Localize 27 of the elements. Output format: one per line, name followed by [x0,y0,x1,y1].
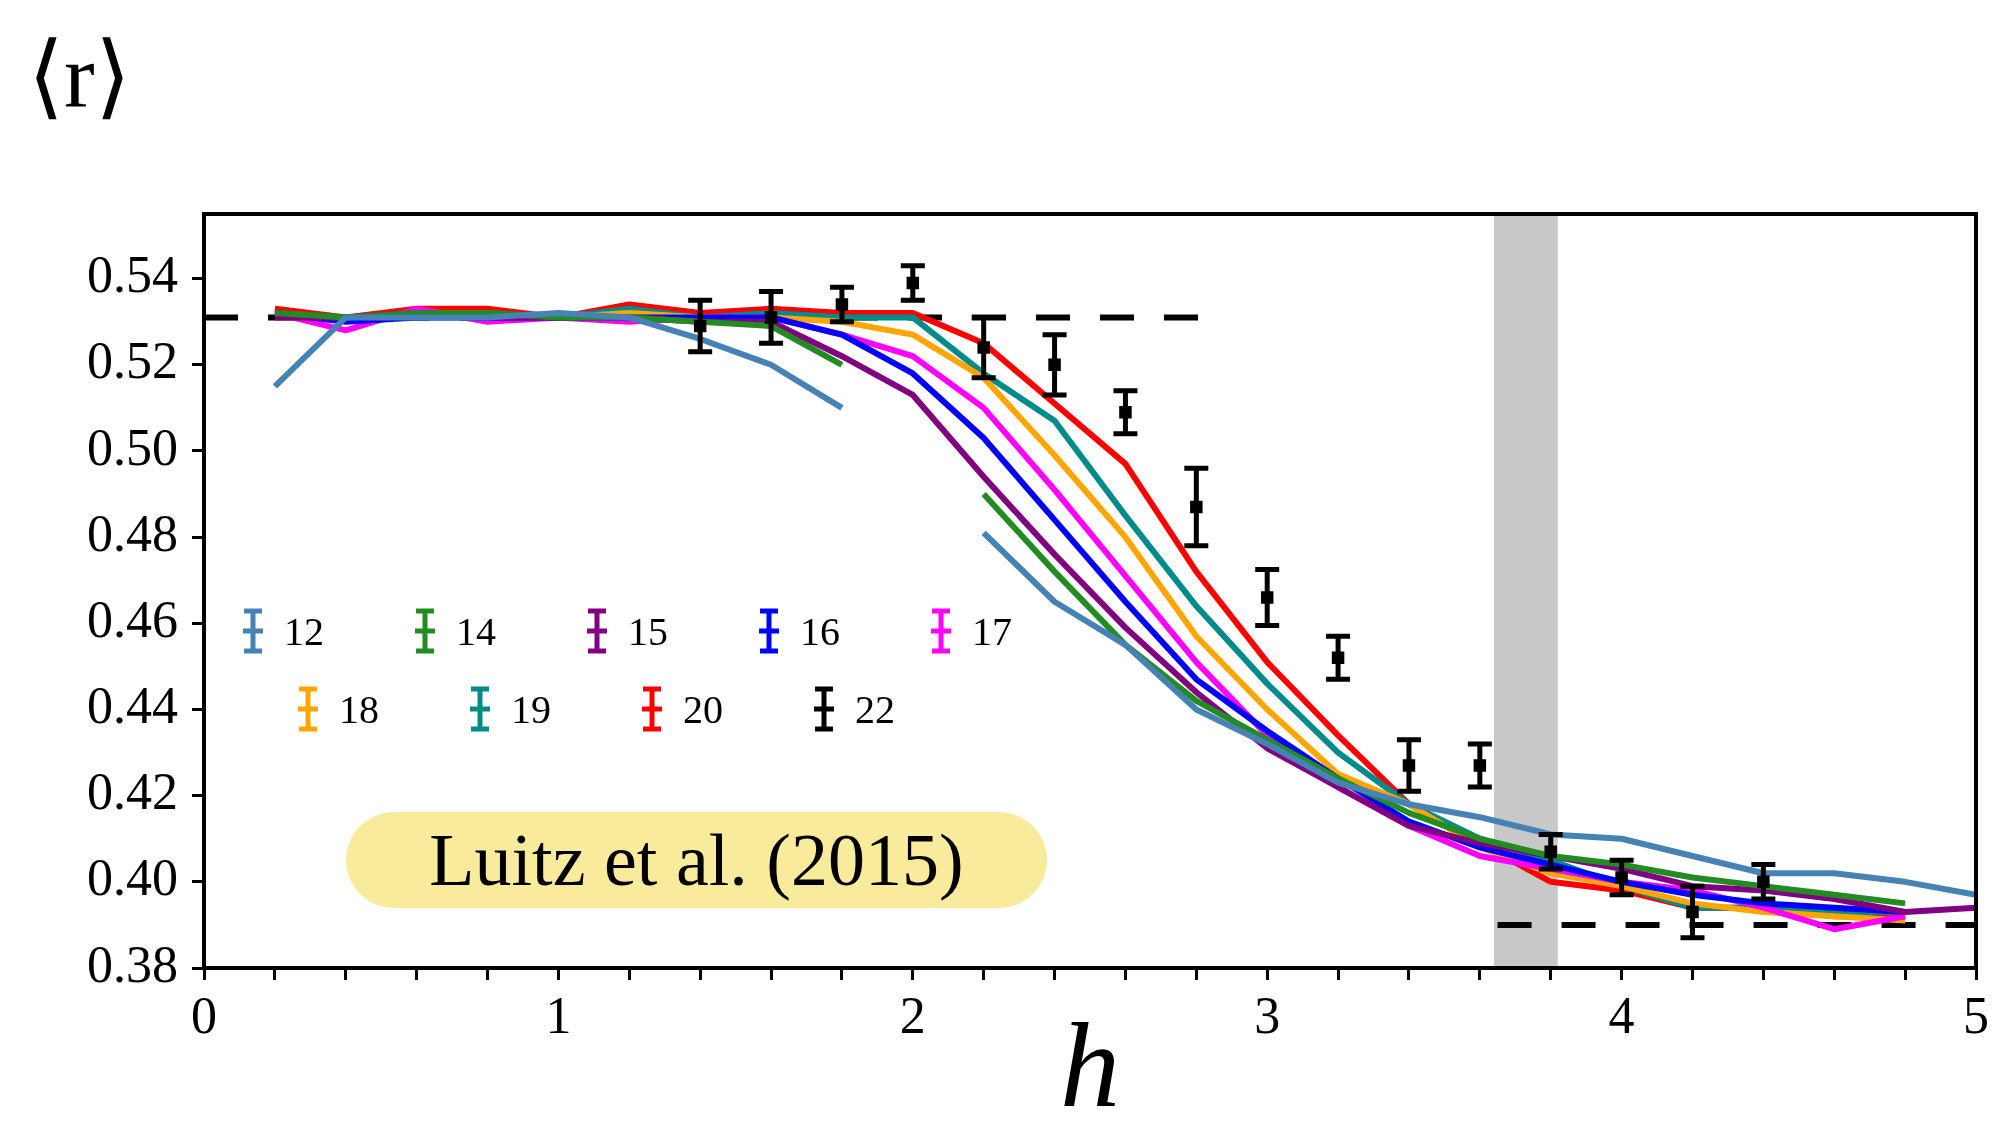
legend-label: 18 [339,685,379,733]
y-tick-label: 0.50 [87,418,178,476]
legend-label: 16 [800,607,840,655]
legend-label: 17 [972,607,1012,655]
x-tick-label: 1 [545,986,572,1044]
legend-label: 12 [284,607,324,655]
x-tick-label: 2 [899,986,926,1044]
y-tick-label: 0.54 [87,246,178,304]
legend-label: 15 [628,607,668,655]
legend-label: 14 [456,607,496,655]
y-tick-label: 0.38 [87,935,178,993]
annotation: Luitz et al. (2015) [346,812,1047,908]
y-tick-label: 0.42 [87,763,178,821]
x-tick-label: 5 [1963,986,1989,1044]
legend-label: 20 [683,685,723,733]
y-tick-label: 0.48 [87,504,178,562]
y-tick-label: 0.46 [87,590,178,648]
x-tick-label: 4 [1608,986,1635,1044]
y-tick-label: 0.40 [87,849,178,907]
x-axis-title: h [1060,998,1120,1132]
legend-label: 19 [511,685,551,733]
x-tick-label: 3 [1254,986,1281,1044]
y-tick-label: 0.52 [87,332,178,390]
y-axis-title: ⟨r⟩ [28,25,131,127]
y-tick-label: 0.44 [87,677,178,735]
x-tick-label: 0 [191,986,217,1044]
legend-label: 22 [855,685,895,733]
